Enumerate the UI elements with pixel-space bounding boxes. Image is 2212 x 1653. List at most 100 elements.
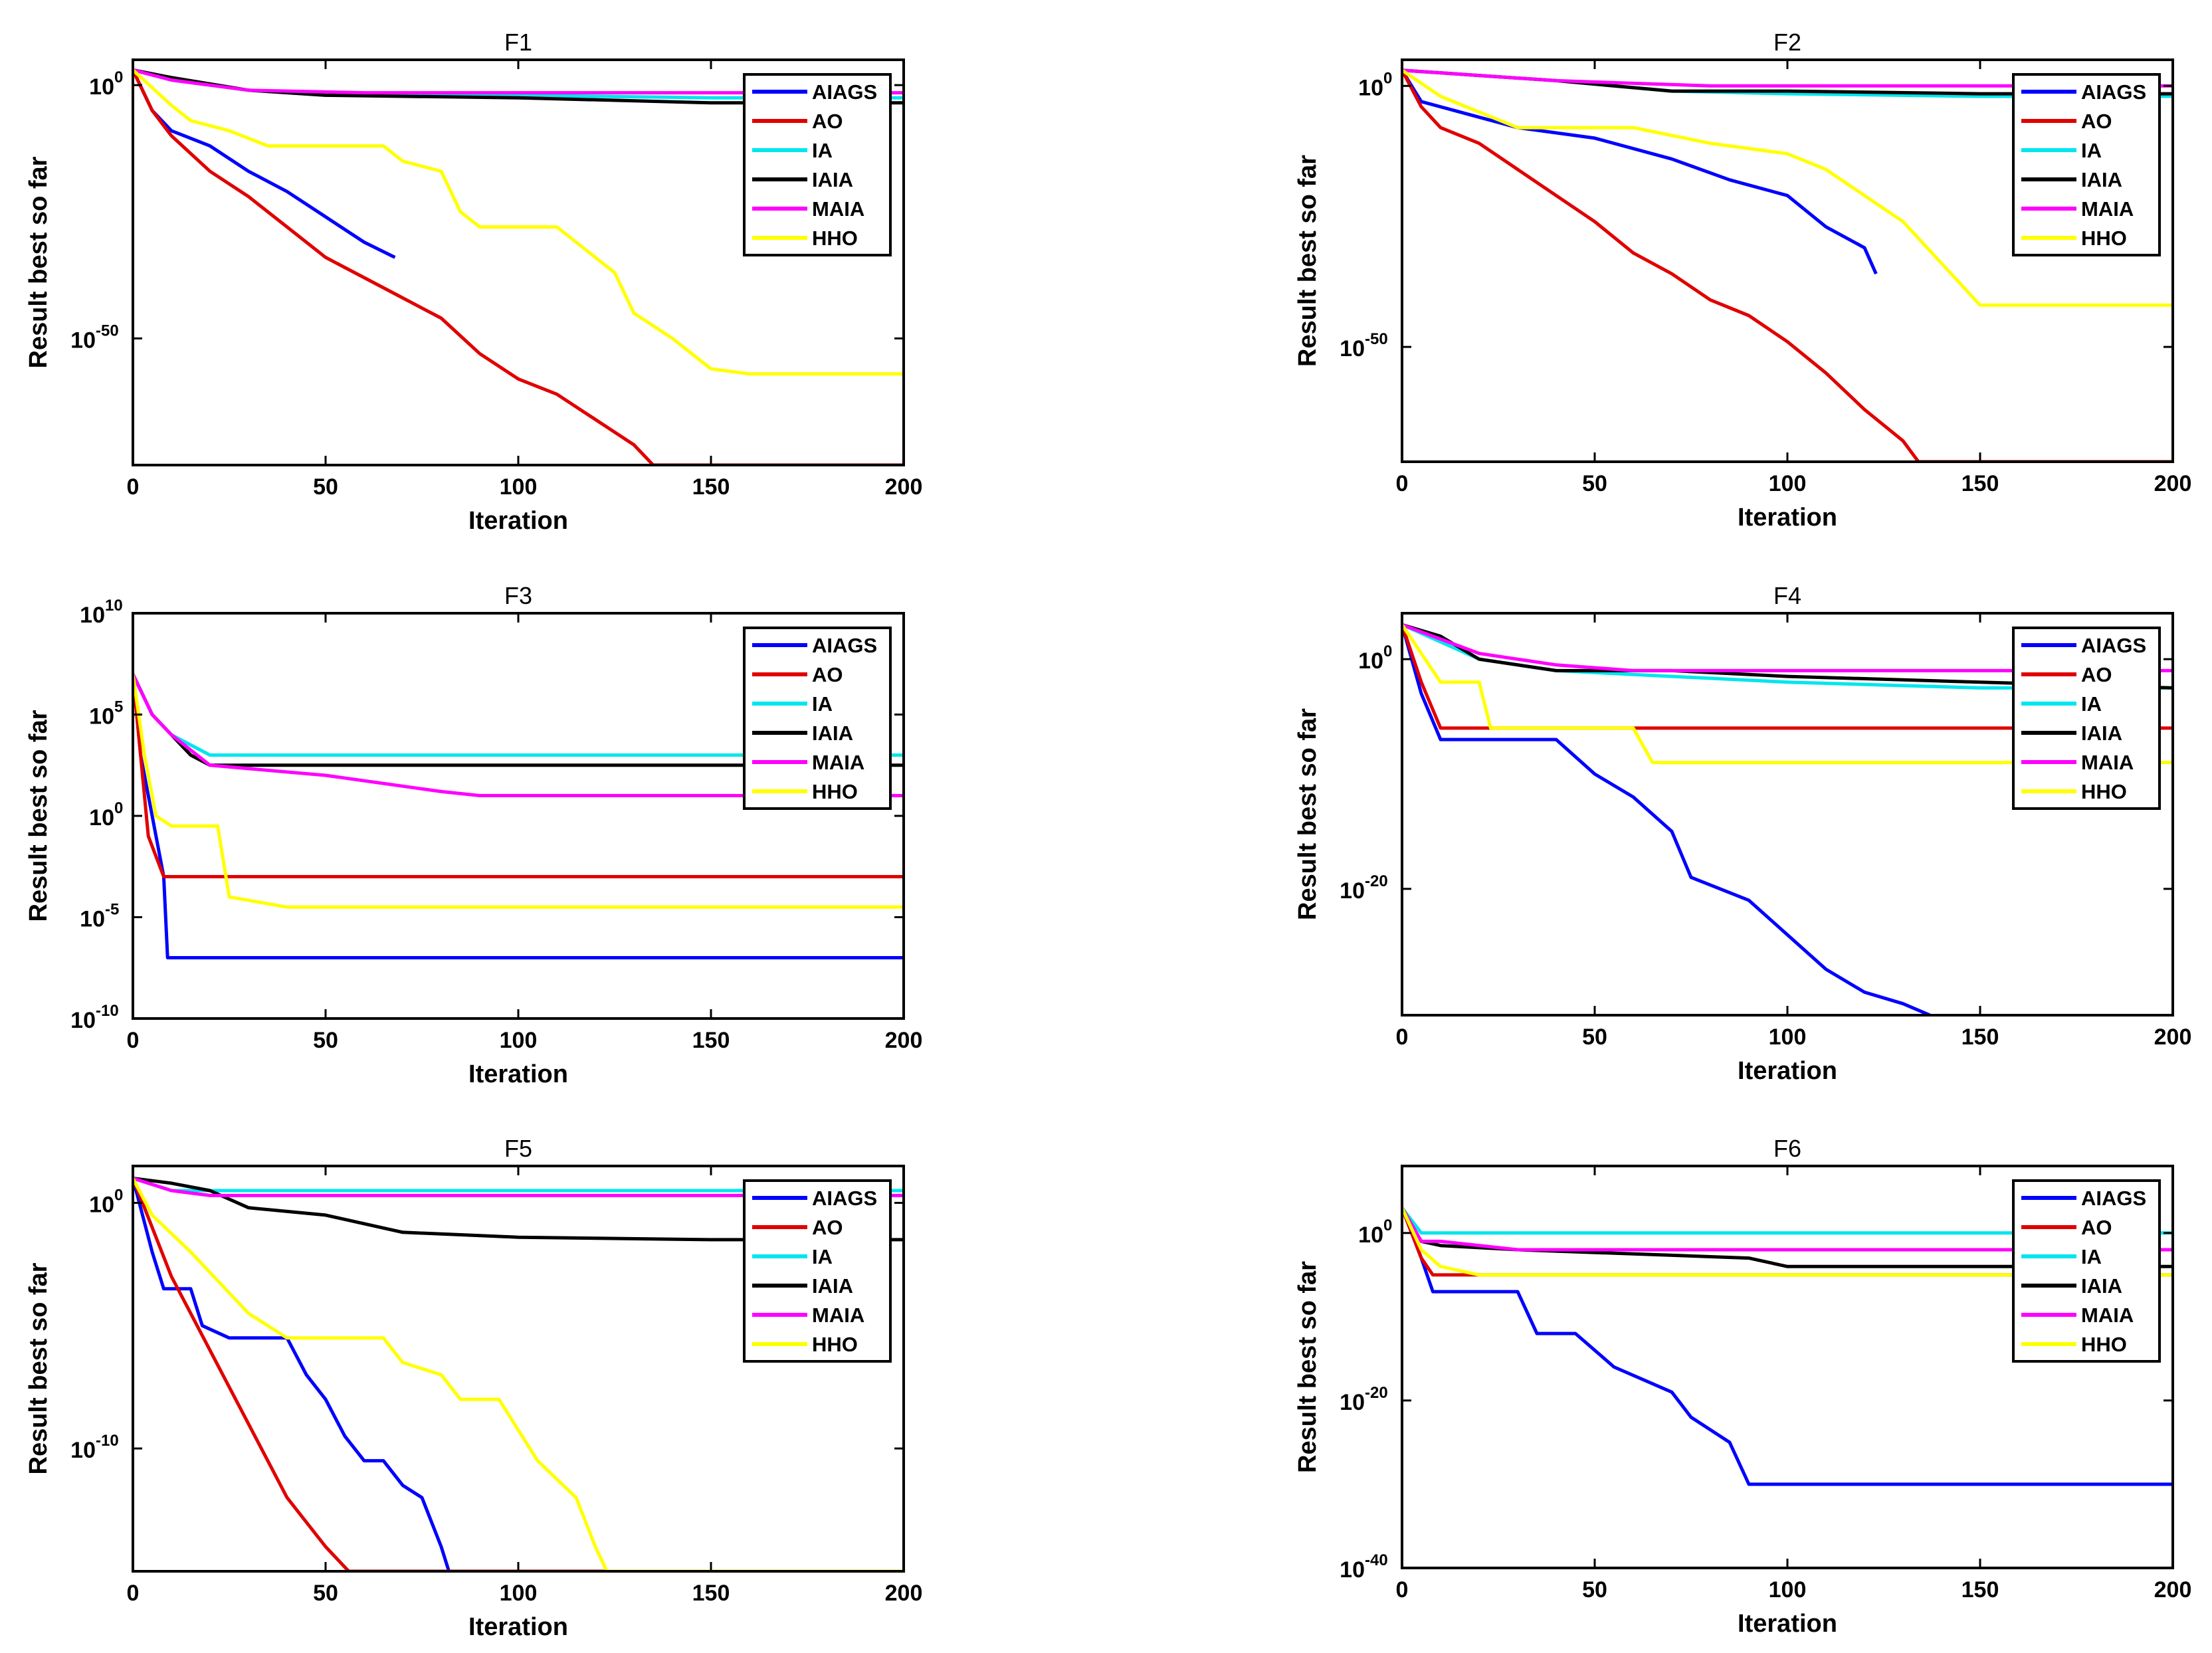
x-tick-label: 50	[1582, 471, 1607, 496]
y-tick-label: 10	[1358, 648, 1383, 674]
series-line-aiags	[133, 1177, 451, 1571]
y-tick-exponent: -20	[1365, 1384, 1388, 1402]
x-axis-label: Iteration	[468, 1060, 568, 1088]
legend-label-aiags: AIAGS	[2081, 80, 2146, 104]
legend-label-hho: HHO	[2081, 1333, 2127, 1356]
legend-label-ia: IA	[2081, 692, 2102, 716]
legend-label-maia: MAIA	[812, 197, 864, 221]
legend-box	[743, 73, 892, 256]
legend-box	[2012, 73, 2161, 256]
series-line-aiags	[1402, 1207, 2173, 1486]
y-axis-label: Result best so far	[1294, 708, 1322, 920]
x-tick-label: 100	[500, 1581, 538, 1606]
legend-box	[2012, 1179, 2161, 1363]
legend-label-hho: HHO	[812, 227, 858, 250]
legend-label-maia: MAIA	[2081, 751, 2134, 774]
legend-label-hho: HHO	[812, 780, 858, 803]
series-line-maia	[133, 1177, 904, 1197]
legend-label-aiags: AIAGS	[812, 1187, 877, 1210]
y-tick-exponent: -40	[1365, 1551, 1388, 1569]
series-line-maia	[1402, 1207, 2173, 1252]
x-axis-label: Iteration	[468, 1613, 568, 1641]
x-tick-label: 100	[500, 1028, 538, 1053]
series-line-ao	[1402, 69, 2173, 462]
x-tick-label: 50	[313, 1028, 338, 1053]
y-tick-exponent: -10	[96, 1432, 119, 1450]
x-axis-label: Iteration	[1738, 504, 1837, 532]
y-tick-label: 10	[80, 603, 105, 628]
legend-label-hho: HHO	[812, 1333, 858, 1356]
x-tick-label: 0	[127, 474, 140, 500]
series-line-hho	[1402, 1207, 2173, 1277]
legend-label-hho: HHO	[2081, 780, 2127, 803]
x-tick-label: 200	[2154, 471, 2192, 496]
x-tick-label: 100	[1769, 1024, 1807, 1050]
legend-label-ia: IA	[812, 139, 833, 162]
chart-title: F4	[1773, 582, 1801, 609]
legend-label-aiags: AIAGS	[2081, 1187, 2146, 1210]
chart-title: F2	[1773, 29, 1801, 56]
x-tick-label: 100	[1769, 1577, 1807, 1603]
legend-label-ao: AO	[2081, 110, 2112, 133]
y-tick-label: 10	[70, 1438, 96, 1463]
series-line-ia	[1402, 1207, 2173, 1235]
y-tick-label: 10	[1358, 75, 1383, 100]
x-tick-label: 0	[127, 1581, 140, 1606]
chart-title: F5	[504, 1135, 532, 1162]
x-tick-label: 150	[692, 474, 730, 500]
legend-label-iaia: IAIA	[2081, 722, 2122, 745]
legend-label-maia: MAIA	[2081, 197, 2134, 221]
series-line-hho	[1402, 623, 2173, 765]
legend-label-ao: AO	[2081, 1216, 2112, 1239]
legend-label-ia: IA	[2081, 1245, 2102, 1268]
series-line-aiags	[1402, 624, 1931, 1015]
x-tick-label: 0	[1396, 471, 1409, 496]
x-tick-label: 150	[1961, 471, 1999, 496]
y-axis-label: Result best so far	[25, 156, 52, 368]
x-tick-label: 100	[500, 474, 538, 500]
x-tick-label: 200	[885, 1028, 923, 1053]
legend-label-ia: IA	[2081, 139, 2102, 162]
y-tick-exponent: 0	[1383, 1216, 1392, 1234]
x-tick-label: 200	[885, 1581, 923, 1606]
x-tick-label: 100	[1769, 471, 1807, 496]
y-axis-label: Result best so far	[1294, 1261, 1322, 1473]
x-axis-label: Iteration	[1738, 1610, 1837, 1638]
y-tick-exponent: 0	[114, 68, 123, 86]
y-tick-exponent: -50	[1365, 330, 1388, 348]
x-axis-label: Iteration	[1738, 1057, 1837, 1085]
x-tick-label: 0	[1396, 1024, 1409, 1050]
x-tick-label: 150	[1961, 1024, 1999, 1050]
series-line-maia	[1402, 623, 2173, 672]
y-tick-label: 10	[1358, 1222, 1383, 1248]
legend-label-ao: AO	[812, 663, 843, 686]
series-line-hho	[133, 1177, 904, 1571]
legend-label-ao: AO	[2081, 663, 2112, 686]
x-tick-label: 0	[1396, 1577, 1409, 1603]
legend-label-ia: IA	[812, 1245, 833, 1268]
legend-box	[743, 1179, 892, 1363]
y-tick-exponent: 0	[1383, 642, 1392, 660]
chart-title: F6	[1773, 1135, 1801, 1162]
y-tick-label: 10	[1340, 1557, 1365, 1583]
x-tick-label: 200	[2154, 1577, 2192, 1603]
y-tick-label: 10	[89, 805, 114, 830]
legend-label-aiags: AIAGS	[812, 634, 877, 657]
legend-label-maia: MAIA	[2081, 1304, 2134, 1327]
x-tick-label: 50	[1582, 1577, 1607, 1603]
series-line-hho	[1402, 68, 2173, 307]
y-axis-label: Result best so far	[25, 710, 52, 922]
y-tick-label: 10	[1340, 878, 1365, 904]
x-axis-label: Iteration	[468, 507, 568, 535]
series-line-aiags	[133, 69, 396, 259]
y-tick-exponent: 0	[114, 799, 123, 817]
